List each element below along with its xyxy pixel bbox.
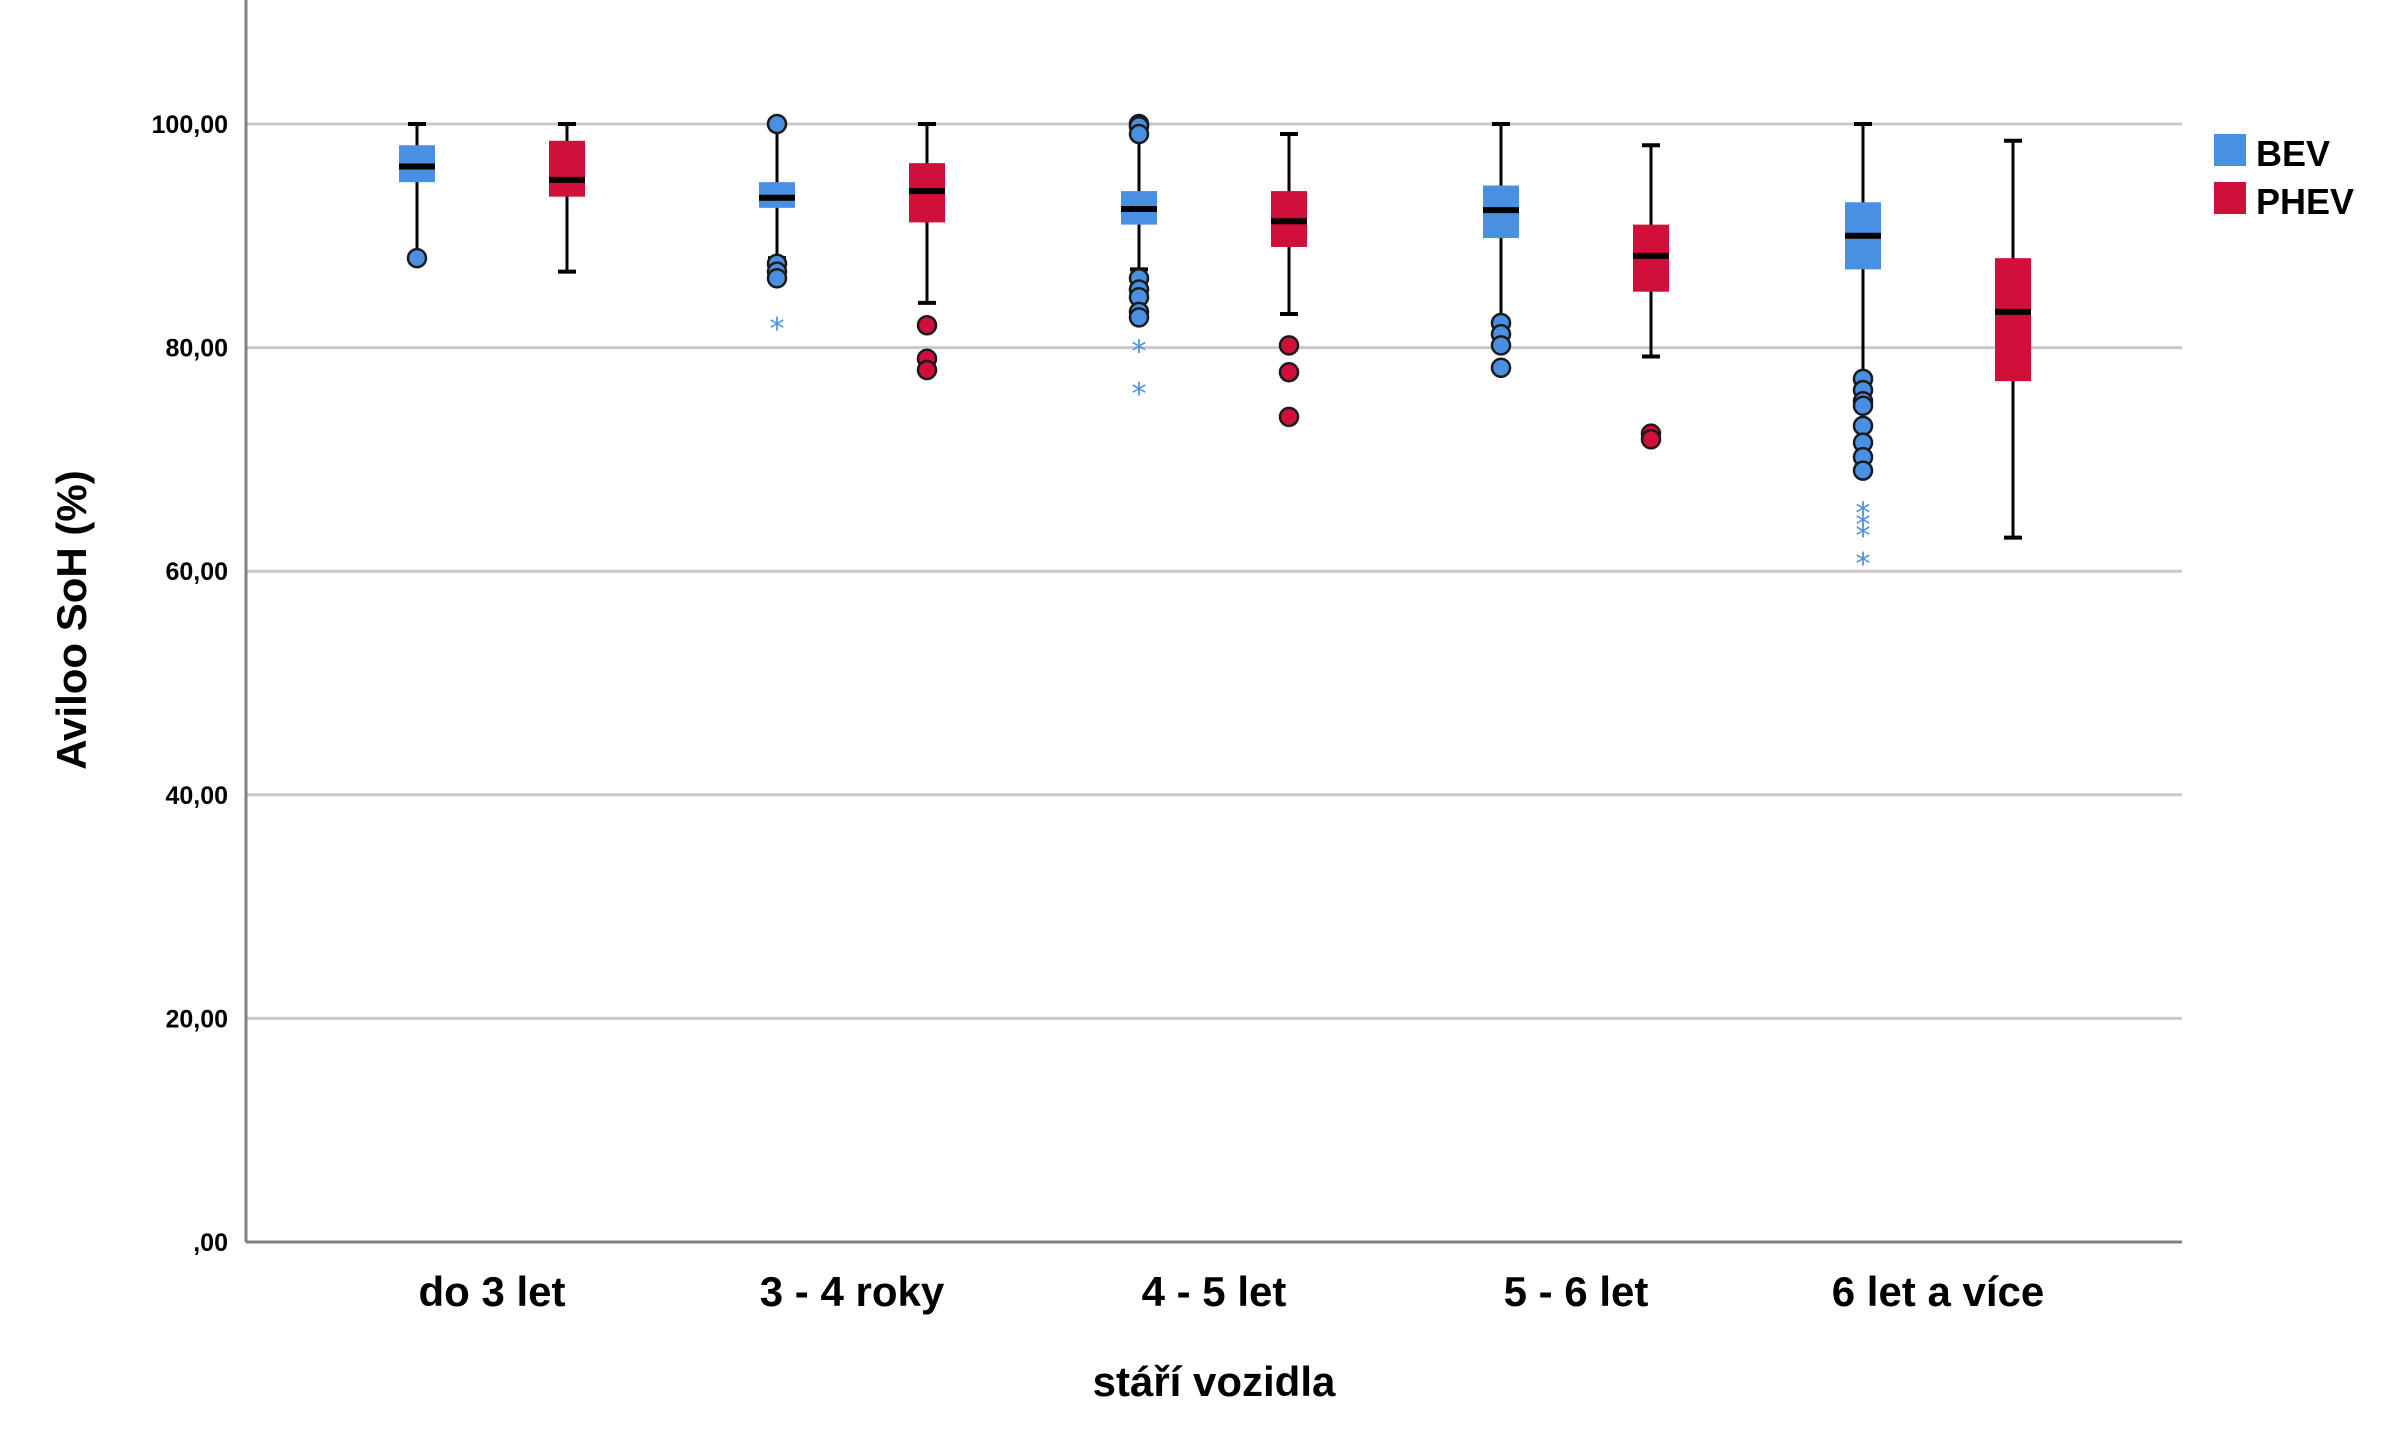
y-tick-label: 40,00 (165, 782, 228, 810)
outlier-point (406, 247, 428, 269)
outlier-point (1128, 307, 1150, 328)
x-tick-label: 5 - 6 let (1504, 1268, 1649, 1315)
x-axis-label: stáří vozidla (1093, 1358, 1336, 1405)
boxes: ******* (399, 113, 2031, 582)
box-iqr (549, 140, 585, 197)
legend: BEV PHEV (2214, 133, 2354, 222)
y-tick-label: 60,00 (165, 558, 228, 586)
y-axis-ticks: ,00 20,00 40,00 60,00 80,00 100,00 (152, 111, 228, 1257)
x-axis-ticks: do 3 let 3 - 4 roky 4 - 5 let 5 - 6 let 6 le… (418, 1268, 2044, 1315)
legend-label-phev: PHEV (2256, 181, 2354, 222)
outlier-point (766, 113, 788, 135)
extreme-point: * (770, 312, 785, 347)
outlier-point (1278, 335, 1300, 356)
extreme-point: * (1856, 508, 1871, 543)
extreme-point: * (1132, 335, 1147, 370)
outlier-point (1852, 415, 1874, 437)
x-tick-label: do 3 let (418, 1268, 565, 1315)
box-phev-4 (1633, 143, 1669, 450)
outlier-point (916, 359, 938, 381)
box-bev-4 (1483, 122, 1519, 378)
outlier-point (916, 314, 938, 336)
box-phev-5 (1995, 138, 2031, 540)
box-phev-1 (549, 122, 585, 274)
box-phev-3 (1271, 132, 1307, 428)
x-tick-label: 3 - 4 roky (760, 1268, 945, 1315)
outlier-point (1490, 357, 1512, 378)
extreme-point: * (1856, 547, 1871, 582)
x-tick-label: 6 let a více (1832, 1268, 2044, 1315)
outlier-point (766, 268, 788, 289)
y-axis-label: Aviloo SoH (%) (48, 470, 95, 769)
legend-swatch-bev (2214, 134, 2246, 166)
outlier-point (1278, 361, 1300, 383)
outlier-point (1278, 406, 1300, 428)
x-tick-label: 4 - 5 let (1142, 1268, 1287, 1315)
y-tick-label: 100,00 (152, 111, 228, 139)
box-iqr (1995, 258, 2031, 382)
y-tick-label: 20,00 (165, 1005, 228, 1033)
box-bev-2: * (759, 113, 795, 347)
outlier-point (1852, 460, 1874, 481)
extreme-point: * (1856, 519, 1871, 554)
outlier-point (1128, 123, 1150, 145)
box-phev-2 (909, 122, 945, 381)
outlier-point (1490, 335, 1512, 356)
extreme-point: * (1132, 377, 1147, 412)
extreme-point: * (1856, 497, 1871, 532)
legend-swatch-phev (2214, 182, 2246, 214)
y-tick-label: ,00 (193, 1229, 228, 1257)
outlier-point (1852, 395, 1874, 416)
gridlines (246, 122, 2182, 1020)
box-bev-5: **** (1845, 122, 1881, 582)
y-tick-label: 80,00 (165, 335, 228, 363)
box-bev-3: ** (1121, 113, 1157, 412)
outlier-point (1640, 429, 1662, 450)
box-bev-1 (399, 122, 435, 269)
legend-label-bev: BEV (2256, 133, 2330, 174)
